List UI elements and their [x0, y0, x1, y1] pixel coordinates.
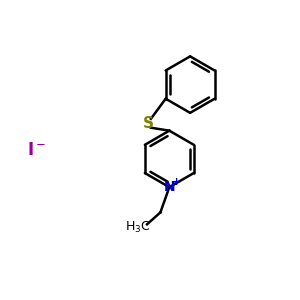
Text: N: N	[164, 180, 175, 194]
Text: I$^-$: I$^-$	[28, 141, 46, 159]
Text: +: +	[172, 177, 182, 187]
Text: S: S	[143, 116, 154, 131]
Text: H$_3$C: H$_3$C	[125, 220, 151, 235]
